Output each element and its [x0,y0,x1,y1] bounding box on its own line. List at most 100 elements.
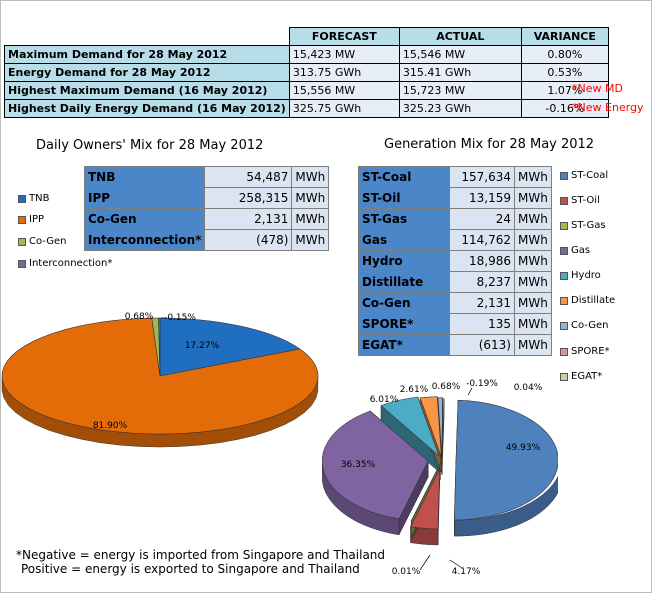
pie-leader-line [467,387,473,396]
legend-label: Gas [571,245,591,256]
row-actual: 315.41 GWh [398,63,522,82]
gen-value: 157,634 [449,166,515,188]
gen-unit: MWh [514,292,552,314]
row-variance: 0.80% [520,45,609,64]
legend-swatch [560,221,568,230]
gen-unit: MWh [514,187,552,209]
row-forecast: 15,423 MW [288,45,400,64]
owner-unit: MWh [291,208,330,230]
owners-mix-table: TNB 54,487 MWh IPP 258,315 MWh Co-Gen 2,131 MW… [83,166,330,251]
pie-data-label: 2.61% [400,385,429,395]
owner-value: 54,487 [204,166,293,188]
legend-item-interconnection: Interconnection* [18,258,112,269]
gen-unit: MWh [514,250,552,272]
gen-value: (613) [449,334,515,356]
pie-slice-st-coal [453,399,558,521]
pie-slice-st-gas [410,463,441,522]
owners-row: Interconnection* (478) MWh [83,229,330,251]
gen-name: Gas [358,229,450,251]
pie-leader-line [449,559,463,569]
legend-item-gas: Gas [560,245,590,256]
header-actual: ACTUAL [398,27,522,46]
pie-data-label: -0.19% [466,379,498,389]
gen-value: 114,762 [449,229,515,251]
header-variance: VARIANCE [520,27,609,46]
legend-item-spore: SPORE* [560,346,610,357]
gen-unit: MWh [514,313,552,335]
legend-item-st-oil: ST-Oil [560,195,600,206]
owners-row: TNB 54,487 MWh [83,166,330,188]
gen-name: Co-Gen [358,292,450,314]
pie-data-label: 36.35% [341,460,376,470]
gen-name: SPORE* [358,313,450,335]
legend-swatch [560,347,568,356]
pie-data-label: 0.01% [392,567,421,577]
row-forecast: 15,556 MW [288,81,400,100]
pie-labels: 49.93% 4.17% 0.01% 36.35% 6.01%2.61% 0.68% 0.0… [341,379,543,577]
legend-label: EGAT* [571,371,603,382]
pie-data-label: 6.01% [370,395,399,405]
row-variance: -0.16% [520,99,609,118]
gen-name: Hydro [358,250,450,272]
gen-unit: MWh [514,166,552,188]
header-forecast: FORECAST [288,27,400,46]
legend-label: IPP [29,214,45,225]
legend-swatch [560,196,568,205]
legend-label: TNB [29,193,50,204]
gen-row: Gas 114,762 MWh [358,229,552,251]
pie-labels: 17.27% 81.90% 0.68% -0.15% [93,312,220,431]
gen-row: ST-Gas 24 MWh [358,208,552,230]
row-forecast: 313.75 GWh [288,63,400,82]
pie-tops [322,396,558,530]
row-actual: 15,546 MW [398,45,522,64]
owners-mix-title: Daily Owners' Mix for 28 May 2012 [36,138,264,153]
legend-label: Co-Gen [29,236,67,247]
legend-item-hydro: Hydro [560,270,601,281]
pie-slice-egat- [441,398,445,459]
new-md-note: *New MD [572,82,623,95]
footnote-line-2: Positive = energy is exported to Singapo… [21,562,360,576]
summary-row: Highest Maximum Demand (16 May 2012) 15,… [4,81,609,100]
legend-item-ipp: IPP [18,214,44,225]
gen-row: Distillate 8,237 MWh [358,271,552,293]
pie-slice-gas [322,410,429,520]
pie-data-label: 81.90% [93,421,128,431]
gen-value: 135 [449,313,515,335]
summary-header-row: FORECAST ACTUAL VARIANCE [4,27,609,46]
owner-value: 258,315 [204,187,293,209]
owner-unit: MWh [291,229,330,251]
legend-item-st-coal: ST-Coal [560,170,608,181]
pie-slice-co-gen [437,397,443,458]
pie-leader-line [419,554,431,571]
gen-name: EGAT* [358,334,450,356]
legend-swatch [18,237,26,246]
gen-row: ST-Oil 13,159 MWh [358,187,552,209]
legend-label: Co-Gen [571,320,609,331]
owner-name: Interconnection* [83,229,206,251]
owners-mix-pie-chart: 17.27% 81.90% 0.68% -0.15% [1,312,319,448]
gen-name: Distillate [358,271,450,293]
summary-row: Energy Demand for 28 May 2012 313.75 GWh… [4,63,609,82]
owner-value: 2,131 [204,208,293,230]
pie-slice-interconnection- [158,317,161,377]
gen-value: 13,159 [449,187,515,209]
gen-row: EGAT* (613) MWh [358,334,552,356]
owner-name: TNB [83,166,206,188]
pie-data-label: -0.15% [164,313,196,323]
summary-row: Maximum Demand for 28 May 2012 15,423 MW… [4,45,609,64]
gen-name: ST-Coal [358,166,450,188]
legend-label: ST-Oil [571,195,600,206]
gen-value: 24 [449,208,515,230]
row-variance: 0.53% [520,63,609,82]
pie-data-label: 4.17% [452,567,481,577]
legend-label: ST-Coal [571,170,609,181]
legend-swatch [560,372,568,381]
legend-swatch [18,215,26,224]
pie-data-label: 0.68% [432,382,461,392]
footnote-line-1: *Negative = energy is imported from Sing… [16,548,386,562]
pie-slice-st-oil [410,468,440,530]
row-label: Highest Maximum Demand (16 May 2012) [4,81,290,100]
owner-value: (478) [204,229,293,251]
generation-mix-title: Generation Mix for 28 May 2012 [384,137,595,152]
summary-row: Highest Daily Energy Demand (16 May 2012… [4,99,609,118]
